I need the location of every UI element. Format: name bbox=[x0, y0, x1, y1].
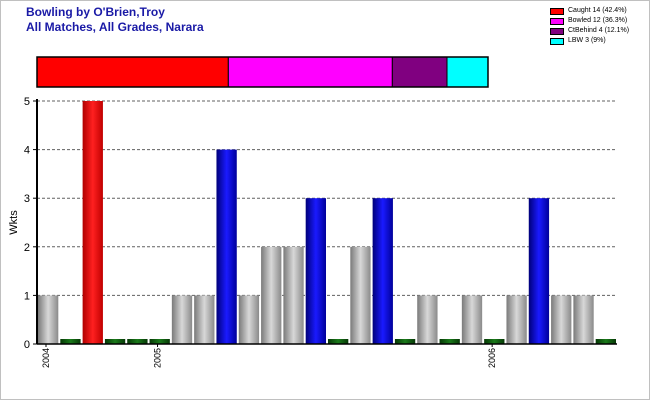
legend-label-ctbehind: CtBehind 4 (12.1%) bbox=[568, 27, 630, 34]
legend-swatch-bowled bbox=[550, 17, 564, 25]
legend-label-bowled: Bowled 12 (36.3%) bbox=[568, 17, 628, 24]
legend-item-lbw: LBW 3 (9%) bbox=[550, 36, 629, 46]
legend-swatch-ctbehind bbox=[550, 27, 564, 35]
legend: Caught 14 (42.4%) Bowled 12 (36.3%) CtBe… bbox=[550, 6, 629, 46]
legend-item-caught: Caught 14 (42.4%) bbox=[550, 6, 629, 16]
legend-item-bowled: Bowled 12 (36.3%) bbox=[550, 16, 629, 26]
legend-swatch-caught bbox=[550, 7, 564, 15]
legend-swatch-lbw bbox=[550, 37, 564, 45]
legend-item-ctbehind: CtBehind 4 (12.1%) bbox=[550, 26, 629, 36]
title-line-2: All Matches, All Grades, Narara bbox=[26, 20, 204, 34]
legend-label-lbw: LBW 3 (9%) bbox=[568, 37, 606, 44]
chart-title: Bowling by O'Brien,Troy All Matches, All… bbox=[26, 5, 204, 35]
legend-label-caught: Caught 14 (42.4%) bbox=[568, 7, 627, 14]
title-line-1: Bowling by O'Brien,Troy bbox=[26, 5, 165, 19]
